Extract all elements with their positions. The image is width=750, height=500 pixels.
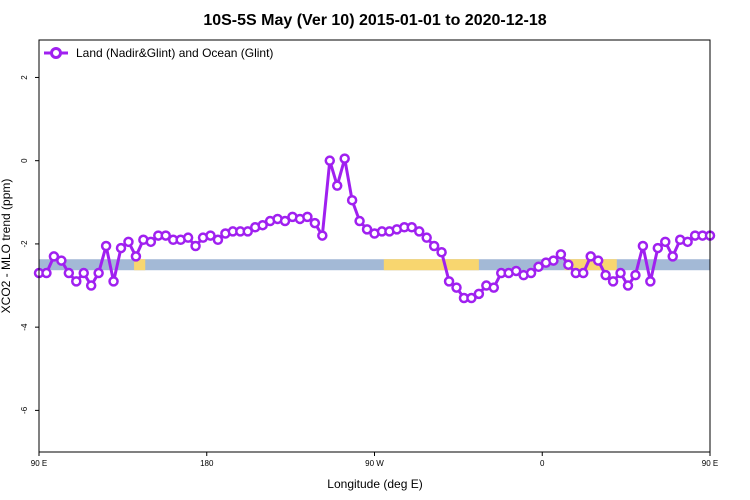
band-ocean [39,259,710,271]
legend-label: Land (Nadir&Glint) and Ocean (Glint) [76,46,273,60]
legend: Land (Nadir&Glint) and Ocean (Glint) [44,46,273,60]
data-point [331,180,343,191]
band-land-segment [134,259,146,271]
data-point [346,194,358,206]
data-point [339,153,350,164]
band-land-segment [564,259,617,271]
data-point [510,265,522,277]
data-point [682,236,693,248]
data-point [652,242,664,254]
y-tick-label: 0 [20,158,29,163]
x-tick-label: 180 [200,459,214,468]
data-point [130,251,142,262]
data-point [615,267,626,279]
data-point [48,251,60,262]
data-point [667,251,678,262]
x-tick-label: 90 W [365,459,384,468]
data-point [56,255,67,266]
data-point [309,217,321,229]
data-point [637,240,649,252]
x-tick-label: 90 E [31,459,47,468]
data-point [548,255,559,266]
data-point [428,240,440,252]
data-point [63,267,75,279]
x-axis: 90 E 180 90 W 0 90 E [31,452,718,468]
data-point [100,240,112,252]
data-point [190,240,201,252]
data-point [160,230,171,241]
data-point [257,219,268,231]
data-point [585,251,596,262]
y-tick-label: -6 [20,406,29,414]
data-point [78,267,89,279]
data-point [205,230,216,241]
data-point [123,236,134,248]
data-point [488,282,500,293]
data-point [473,288,485,300]
data-point [302,211,313,223]
data-point [622,280,634,291]
data-point [324,155,336,166]
data-point [115,242,127,254]
legend-marker [50,47,62,59]
data-point [660,236,671,248]
data-point [645,276,656,287]
data-point [466,292,477,304]
data-point [85,280,97,291]
data-point [533,261,544,273]
data-point [443,276,455,287]
data-point [212,234,224,246]
band-land-segment [383,259,479,271]
data-point [317,230,328,241]
data-point [563,259,574,270]
series-layer [33,153,716,304]
data-point [93,267,104,279]
data-point [600,269,611,281]
data-point [242,226,254,237]
data-point [607,276,619,287]
data-point [413,226,425,237]
x-tick-label: 0 [540,459,545,468]
data-point [578,267,589,279]
y-tick-label: -2 [20,240,29,248]
data-point [406,222,418,233]
data-point [451,282,462,293]
data-point [145,236,157,248]
data-point [279,215,291,227]
data-point [361,224,373,235]
data-point [630,269,641,281]
y-tick-label: -4 [20,323,29,331]
x-tick-label: 90 E [702,459,718,468]
data-point [436,246,447,258]
data-point [555,249,567,260]
y-axis-label: XCO2 - MLO trend (ppm) [0,179,13,314]
data-point [525,267,537,279]
chart-title: 10S-5S May (Ver 10) 2015-01-01 to 2020-1… [203,12,546,29]
data-point [592,255,604,266]
data-point [182,232,194,243]
data-point [108,276,119,287]
data-point [71,276,82,287]
data-point [41,267,52,279]
surface-band [39,259,710,271]
y-tick-label: 2 [20,75,29,80]
data-point [421,232,432,243]
x-axis-label: Longitude (deg E) [327,477,422,491]
data-point [354,215,365,227]
y-axis: 2 0 -2 -4 -6 [20,75,39,414]
